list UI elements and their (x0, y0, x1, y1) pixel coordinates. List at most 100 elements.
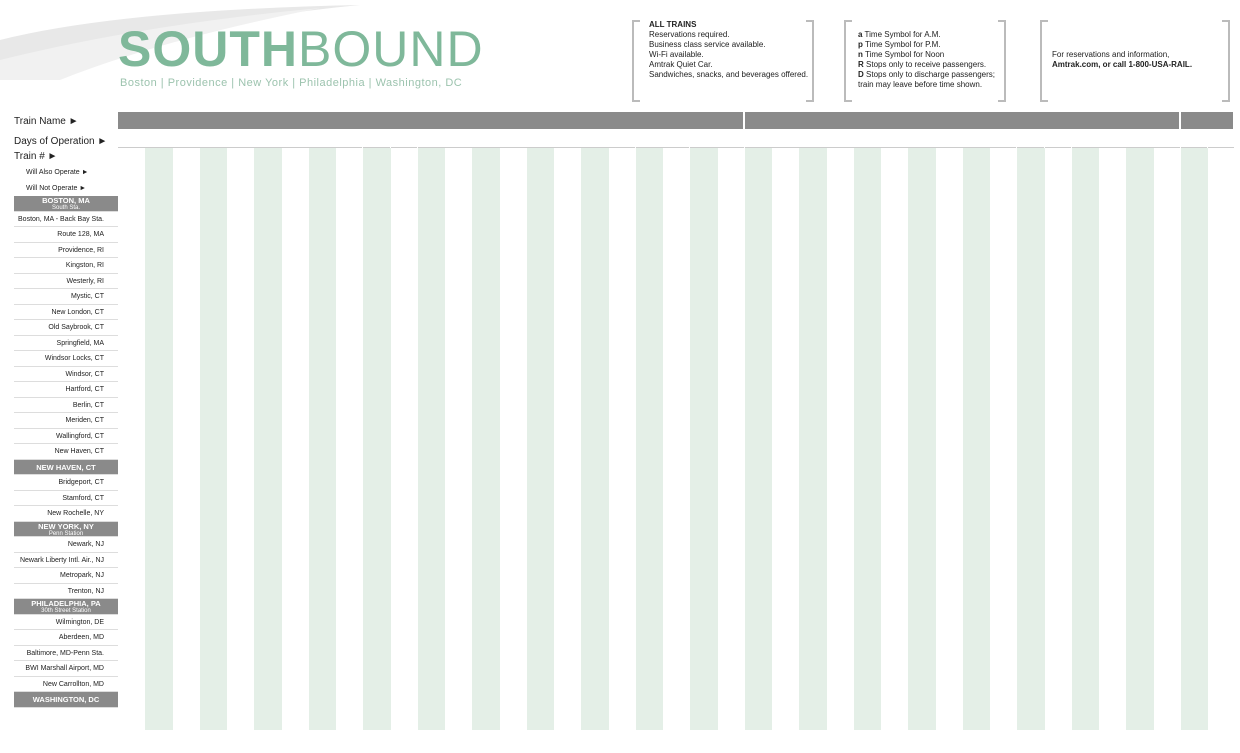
time-cell (718, 243, 745, 259)
time-cell (391, 522, 418, 538)
time-cell (663, 646, 690, 662)
time-cell (745, 196, 772, 212)
time-cell (908, 646, 935, 662)
time-cell (1072, 630, 1099, 646)
time-cell (1072, 243, 1099, 259)
station-name: Trenton, NJ (67, 587, 104, 595)
time-cell (963, 522, 990, 538)
time-cell (581, 646, 608, 662)
time-cell (254, 723, 281, 739)
time-cell (663, 677, 690, 693)
time-cell (636, 584, 663, 600)
time-cell (663, 584, 690, 600)
time-cell (145, 630, 172, 646)
station-name: Baltimore, MD-Penn Sta. (26, 649, 104, 657)
time-cell (500, 320, 527, 336)
time-cell (445, 413, 472, 429)
time-cell (690, 475, 717, 491)
time-cell (363, 692, 390, 708)
time-cell (200, 599, 227, 615)
time-cell (854, 723, 881, 739)
reservations-line: For reservations and information, (1052, 50, 1170, 59)
day-group (690, 130, 744, 148)
time-cell (636, 398, 663, 414)
station-name: Newark, NJ (67, 541, 104, 548)
time-cell (254, 227, 281, 243)
time-cell (527, 212, 554, 228)
time-cell (718, 305, 745, 321)
time-cell (309, 506, 336, 522)
time-cell (581, 723, 608, 739)
time-cell (418, 398, 445, 414)
time-cell (472, 212, 499, 228)
time-cell (500, 568, 527, 584)
time-cell (963, 646, 990, 662)
time-cell (309, 723, 336, 739)
time-cell (690, 599, 717, 615)
time-cell (609, 227, 636, 243)
station-row: Metropark, NJ (14, 568, 118, 584)
time-cell (799, 227, 826, 243)
time-cell (690, 568, 717, 584)
day-group (1208, 130, 1235, 148)
time-cell (718, 599, 745, 615)
time-cell (718, 708, 745, 724)
time-cell (445, 475, 472, 491)
time-cell (581, 584, 608, 600)
time-cell (309, 475, 336, 491)
time-cell (636, 413, 663, 429)
time-cell (118, 522, 145, 538)
time-cell (445, 522, 472, 538)
time-cell (718, 646, 745, 662)
time-cell (690, 692, 717, 708)
station-name: Meriden, CT (65, 417, 104, 424)
time-cell (745, 677, 772, 693)
time-cell (663, 398, 690, 414)
time-cell (581, 429, 608, 445)
train-number (827, 148, 854, 166)
time-cell (309, 258, 336, 274)
time-cell (936, 212, 963, 228)
time-cell (336, 475, 363, 491)
time-cell (173, 692, 200, 708)
time-cell (663, 491, 690, 507)
time-cell (200, 305, 227, 321)
time-cell (690, 723, 717, 739)
time-cell (609, 336, 636, 352)
time-cell (963, 460, 990, 476)
time-cell (500, 584, 527, 600)
time-cell (418, 646, 445, 662)
time-cell (990, 243, 1017, 259)
time-cell (282, 382, 309, 398)
time-cell (663, 382, 690, 398)
time-cell (963, 723, 990, 739)
time-cell (581, 243, 608, 259)
time-cell (391, 227, 418, 243)
time-cell (690, 630, 717, 646)
time-cell (1045, 243, 1072, 259)
station-name: New Haven, CT (54, 448, 104, 455)
bracket-left (844, 20, 852, 102)
page-title: SOUTHBOUND (118, 24, 484, 74)
time-cell (1017, 677, 1044, 693)
time-cell (363, 646, 390, 662)
time-cell (445, 243, 472, 259)
train-number (118, 148, 145, 166)
time-cell (527, 568, 554, 584)
time-cell (363, 677, 390, 693)
station-row: Wilmington, DE (14, 615, 118, 630)
time-cell (527, 196, 554, 212)
time-cell (854, 491, 881, 507)
time-cell (609, 367, 636, 383)
station-row: Hartford, CT (14, 382, 118, 398)
time-cell (690, 460, 717, 476)
time-cell (963, 227, 990, 243)
time-cell (554, 475, 581, 491)
time-cell (391, 584, 418, 600)
time-cell (363, 723, 390, 739)
time-cell (663, 522, 690, 538)
time-cell (500, 475, 527, 491)
time-cell (254, 475, 281, 491)
time-cell (282, 258, 309, 274)
time-cell (309, 708, 336, 724)
